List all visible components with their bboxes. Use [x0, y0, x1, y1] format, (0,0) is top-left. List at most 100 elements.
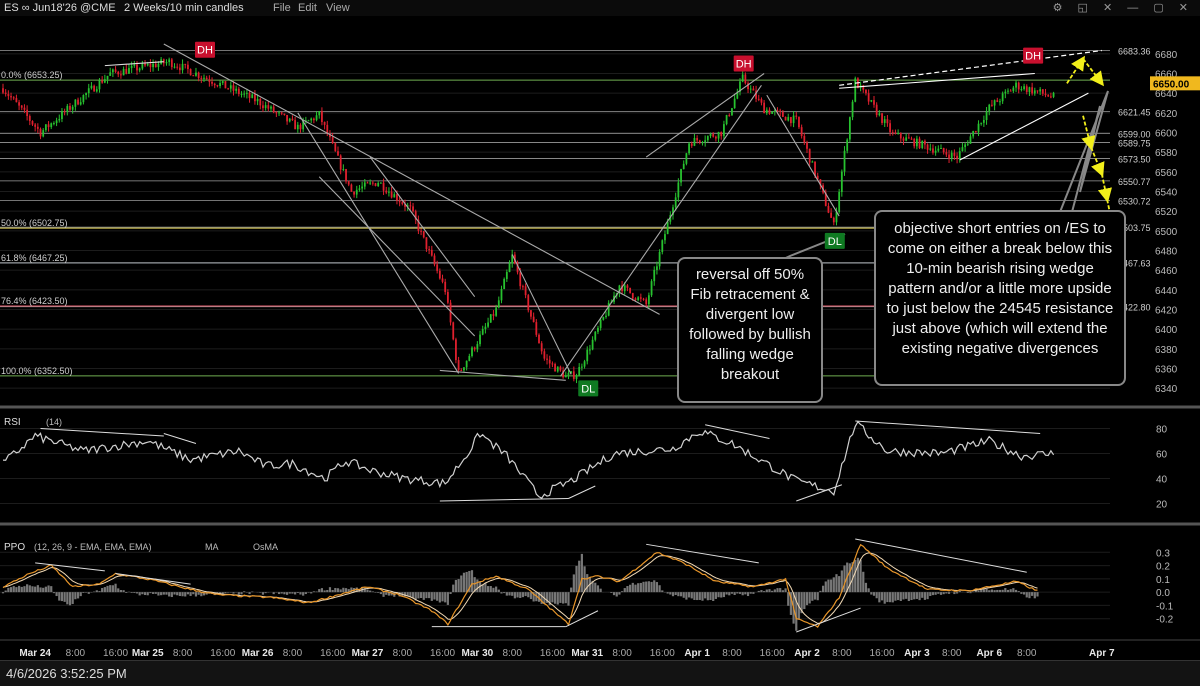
price-tick-4: 6420 — [1155, 306, 1178, 317]
candle-body-238 — [639, 297, 642, 299]
candle-body-259 — [696, 138, 699, 141]
candle-body-27 — [74, 99, 77, 107]
candle-body-181 — [487, 322, 489, 327]
candle-body-100 — [270, 106, 272, 109]
candle-body-107 — [288, 118, 291, 122]
candle-body-214 — [575, 376, 578, 379]
ppo-divergence-line-3 — [565, 610, 599, 628]
candle-body-102 — [275, 112, 278, 114]
candle-body-130 — [350, 184, 353, 192]
candle-body-21 — [58, 118, 61, 121]
candle-body-301 — [808, 148, 811, 163]
candle-body-330 — [886, 119, 889, 124]
candle-body-168 — [452, 322, 455, 340]
candle-body-288 — [773, 110, 776, 112]
swing-badge-4 — [1023, 47, 1044, 64]
candle-body-341 — [915, 138, 918, 147]
candle-body-117 — [315, 115, 318, 121]
projection-arrow-3 — [1090, 146, 1105, 178]
candle-body-377 — [1012, 87, 1015, 92]
price-tick-12: 6580 — [1155, 148, 1178, 159]
candle-body-292 — [784, 116, 787, 121]
candle-body-209 — [562, 370, 565, 378]
candle-body-305 — [819, 179, 822, 186]
candle-body-353 — [948, 154, 950, 159]
trendline-3 — [318, 176, 476, 337]
candle-body-363 — [974, 131, 977, 133]
candle-body-9 — [26, 109, 29, 117]
candle-body-43 — [117, 71, 120, 75]
candle-body-144 — [388, 191, 390, 193]
candle-body-387 — [1039, 89, 1042, 92]
swing-label-0: DH — [197, 45, 213, 57]
candle-body-50 — [136, 64, 138, 71]
time-tick-0: Mar 24 — [19, 648, 51, 659]
candle-body-269 — [723, 124, 725, 137]
window-controls-icon[interactable]: ⚙ ◱ ✕ — ▢ ✕ — [1052, 2, 1194, 14]
candle-body-392 — [1052, 92, 1055, 97]
candle-body-257 — [690, 143, 693, 146]
candle-body-36 — [98, 80, 101, 90]
price-tick-3: 6400 — [1155, 325, 1178, 336]
price-tick-8: 6500 — [1155, 227, 1178, 238]
candle-body-331 — [889, 123, 891, 133]
candle-body-232 — [623, 285, 626, 292]
candle-body-360 — [966, 143, 969, 145]
candle-body-161 — [433, 255, 436, 265]
time-tick-4: 8:00 — [173, 648, 193, 659]
time-tick-21: Apr 2 — [794, 648, 820, 659]
swing-badge-1 — [578, 380, 599, 397]
candle-body-108 — [291, 118, 294, 121]
candle-body-126 — [339, 155, 342, 170]
candle-body-350 — [940, 147, 942, 149]
symbol-selector[interactable]: ES ∞ Jun18'26 @CME — [4, 2, 116, 14]
candle-body-90 — [243, 93, 246, 95]
ppo-legend-1: OsMA — [253, 542, 278, 552]
candle-body-72 — [195, 72, 197, 76]
candle-body-0 — [2, 88, 4, 93]
rsi-divergence-line-1 — [163, 433, 197, 444]
interval-selector[interactable]: 2 Weeks/10 min candles — [124, 2, 244, 14]
candle-body-185 — [497, 300, 500, 308]
menu-edit[interactable]: Edit — [298, 2, 317, 14]
candle-body-293 — [787, 117, 790, 121]
candle-body-93 — [251, 94, 254, 98]
candle-body-96 — [259, 98, 262, 106]
candle-body-18 — [50, 123, 53, 128]
time-tick-23: 16:00 — [870, 648, 895, 659]
candle-body-355 — [953, 152, 956, 156]
fib-label-4: 100.0% (6352.50) — [1, 366, 73, 376]
candle-body-75 — [203, 77, 205, 79]
trendline-1 — [163, 43, 660, 315]
candle-body-285 — [765, 109, 768, 114]
candle-body-155 — [417, 219, 420, 231]
rsi-divergence-line-2 — [439, 498, 569, 502]
candle-body-56 — [152, 63, 154, 68]
candle-body-241 — [647, 295, 650, 305]
candle-body-279 — [749, 88, 752, 90]
price-tick-7: 6480 — [1155, 247, 1178, 258]
candle-body-203 — [546, 358, 548, 360]
candle-body-210 — [564, 375, 567, 378]
candle-body-42 — [114, 69, 117, 72]
candle-body-148 — [398, 200, 401, 203]
price-line-label-2: 6599.00 — [1118, 129, 1151, 139]
price-tick-1: 6360 — [1155, 365, 1178, 376]
candle-body-342 — [918, 138, 921, 149]
candle-body-362 — [972, 131, 975, 137]
price-line-label-5: 6550.77 — [1118, 177, 1151, 187]
candle-body-39 — [106, 75, 109, 80]
projection-arrow-4 — [1097, 173, 1112, 203]
candle-body-337 — [905, 137, 908, 141]
candle-body-335 — [899, 132, 902, 139]
candle-body-176 — [473, 347, 476, 350]
menu-file[interactable]: File — [273, 2, 291, 14]
time-tick-18: Apr 1 — [684, 648, 710, 659]
candle-body-385 — [1033, 90, 1036, 94]
candle-body-113 — [304, 120, 307, 122]
menu-view[interactable]: View — [326, 2, 350, 14]
candle-body-217 — [583, 361, 586, 367]
candle-body-115 — [310, 118, 313, 121]
candle-body-81 — [219, 82, 221, 86]
candle-body-196 — [527, 295, 530, 311]
